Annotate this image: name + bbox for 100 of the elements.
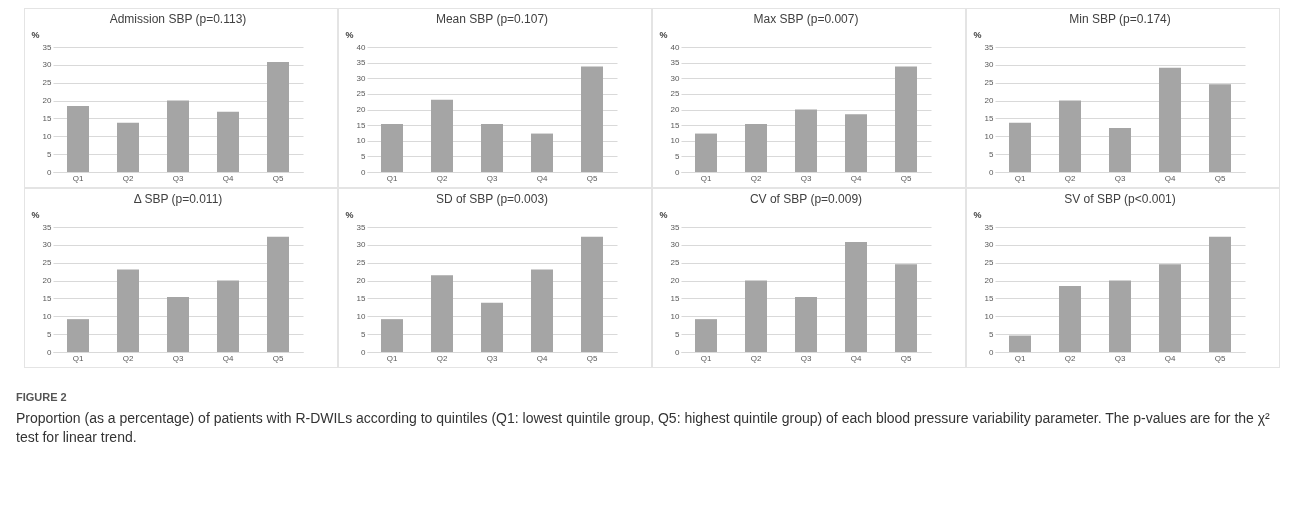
bar [795, 109, 817, 172]
x-tick-label: Q3 [800, 353, 812, 363]
y-tick-label: 0 [675, 167, 681, 177]
x-tick-label: Q3 [1114, 173, 1126, 183]
x-tick-label: Q5 [272, 173, 284, 183]
bar [1059, 285, 1081, 352]
y-tick-label: 20 [670, 276, 681, 286]
bar [1009, 122, 1031, 172]
bar [895, 66, 917, 172]
bar [481, 302, 503, 352]
y-tick-label: 25 [670, 89, 681, 99]
y-tick-label: 15 [42, 113, 53, 123]
bar [67, 105, 89, 172]
y-tick-label: 10 [356, 136, 367, 146]
bar [531, 133, 553, 172]
y-tick-label: 25 [670, 258, 681, 268]
y-tick-label: 30 [984, 60, 995, 70]
x-tick-label: Q2 [1064, 173, 1076, 183]
x-tick-label: Q1 [700, 353, 712, 363]
x-tick-label: Q1 [72, 353, 84, 363]
y-tick-label: 20 [42, 96, 53, 106]
y-tick-label: 0 [47, 347, 53, 357]
y-tick-label: 25 [356, 89, 367, 99]
y-tick-label: 10 [42, 131, 53, 141]
y-axis-title: % [31, 29, 40, 40]
y-tick-label: 15 [984, 293, 995, 303]
bar [845, 114, 867, 172]
x-tick-label: Q5 [1214, 173, 1226, 183]
y-tick-label: 30 [984, 240, 995, 250]
x-tick-label: Q2 [436, 353, 448, 363]
chart-title: Mean SBP (p=0.107) [435, 12, 549, 26]
x-tick-label: Q4 [222, 173, 234, 183]
y-tick-label: 5 [361, 329, 367, 339]
chart-title: SV of SBP (p<0.001) [1064, 192, 1176, 206]
y-tick-label: 0 [989, 167, 995, 177]
bar [1109, 280, 1131, 352]
bar [117, 269, 139, 352]
y-tick-label: 10 [356, 311, 367, 321]
y-tick-label: 20 [42, 276, 53, 286]
y-tick-label: 0 [675, 347, 681, 357]
y-tick-label: 35 [984, 222, 995, 232]
x-tick-label: Q3 [800, 173, 812, 183]
chart-title: SD of SBP (p=0.003) [435, 192, 549, 206]
bar [167, 100, 189, 172]
x-tick-label: Q4 [536, 353, 548, 363]
y-tick-label: 5 [675, 329, 681, 339]
y-tick-label: 25 [42, 258, 53, 268]
y-tick-label: 25 [984, 78, 995, 88]
chart-title: Max SBP (p=0.007) [753, 12, 859, 26]
y-tick-label: 0 [989, 347, 995, 357]
x-tick-label: Q2 [122, 353, 134, 363]
x-tick-label: Q5 [586, 353, 598, 363]
bar [381, 123, 403, 172]
bar [745, 280, 767, 352]
y-tick-label: 30 [356, 73, 367, 83]
bar [1109, 128, 1131, 172]
x-tick-label: Q1 [386, 173, 398, 183]
bar [695, 319, 717, 352]
y-tick-label: 35 [356, 222, 367, 232]
x-tick-label: Q2 [122, 173, 134, 183]
y-tick-label: 35 [42, 222, 53, 232]
bar [745, 123, 767, 172]
text: Proportion (as a percentage) of patients with R-DWILs according to quintiles (Q1: lowest quintile group, Q5: highest quintile group) of each blood pressure variability parameter. The p-values are for the χ² test for linear trend. [16, 408, 1271, 447]
bar [267, 62, 289, 172]
y-axis-title: % [345, 29, 354, 40]
x-tick-label: Q4 [1164, 173, 1176, 183]
chart-title: Min SBP (p=0.174) [1069, 12, 1171, 26]
y-tick-label: 35 [984, 42, 995, 52]
x-tick-label: Q1 [72, 173, 84, 183]
y-tick-label: 35 [356, 58, 367, 68]
y-tick-label: 10 [984, 311, 995, 321]
y-tick-label: 30 [670, 73, 681, 83]
y-tick-label: 0 [361, 167, 367, 177]
y-tick-label: 30 [356, 240, 367, 250]
y-tick-label: 20 [356, 105, 367, 114]
y-axis-title: % [659, 29, 668, 40]
bar [1059, 100, 1081, 172]
bar [1159, 67, 1181, 172]
y-tick-label: 5 [47, 329, 53, 339]
bar [1209, 84, 1231, 172]
y-tick-label: 25 [984, 258, 995, 268]
y-tick-label: 0 [361, 347, 367, 357]
x-tick-label: Q1 [386, 353, 398, 363]
x-tick-label: Q4 [222, 353, 234, 363]
y-tick-label: 20 [670, 105, 681, 114]
x-tick-label: Q3 [1114, 353, 1126, 363]
x-tick-label: Q2 [750, 353, 762, 363]
y-tick-label: 35 [670, 58, 681, 68]
bar [67, 319, 89, 352]
x-tick-label: Q3 [172, 353, 184, 363]
y-tick-label: 0 [47, 167, 53, 177]
y-tick-label: 30 [42, 60, 53, 70]
caption: FIGURE 2 [16, 390, 68, 405]
y-axis-title: % [659, 209, 668, 220]
y-tick-label: 30 [42, 240, 53, 250]
x-tick-label: Q5 [1214, 353, 1226, 363]
y-tick-label: 15 [42, 293, 53, 303]
y-tick-label: 40 [356, 42, 367, 52]
y-tick-label: 10 [984, 131, 995, 141]
chart-title: Δ SBP (p=0.011) [133, 192, 223, 206]
